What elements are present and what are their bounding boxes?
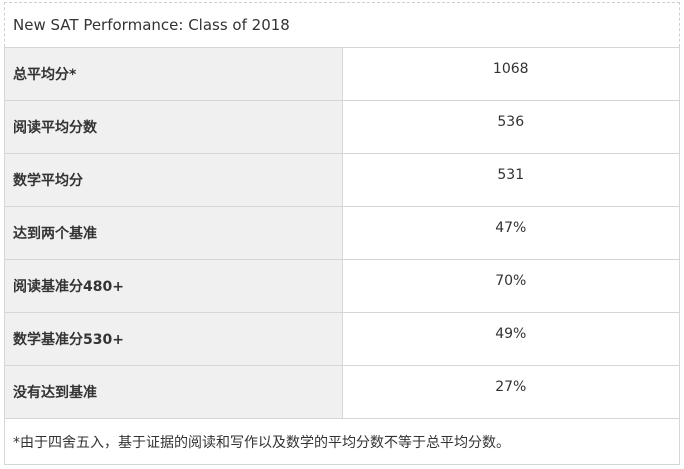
row-label: 总平均分*: [4, 47, 343, 101]
table-row-both-benchmarks: 达到两个基准 47%: [4, 206, 680, 260]
row-value: 27%: [341, 365, 680, 419]
table-row-math-benchmark: 数学基准分530+ 49%: [4, 312, 680, 366]
table-row-reading-benchmark: 阅读基准分480+ 70%: [4, 259, 680, 313]
row-value: 49%: [341, 312, 680, 366]
title-row: New SAT Performance: Class of 2018: [4, 2, 680, 48]
row-label: 达到两个基准: [4, 206, 343, 260]
row-value: 70%: [341, 259, 680, 313]
sat-performance-table: New SAT Performance: Class of 2018 总平均分*…: [4, 2, 680, 465]
row-label: 数学平均分: [4, 153, 343, 207]
row-value: 47%: [341, 206, 680, 260]
row-label: 阅读基准分480+: [4, 259, 343, 313]
row-label: 阅读平均分数: [4, 100, 343, 154]
footnote-row: *由于四舍五入，基于证据的阅读和写作以及数学的平均分数不等于总平均分数。: [4, 418, 680, 465]
table-footnote: *由于四舍五入，基于证据的阅读和写作以及数学的平均分数不等于总平均分数。: [4, 418, 680, 465]
row-label: 数学基准分530+: [4, 312, 343, 366]
row-value: 531: [341, 153, 680, 207]
table-row-total-average: 总平均分* 1068: [4, 47, 680, 101]
table-row-reading-average: 阅读平均分数 536: [4, 100, 680, 154]
table-row-no-benchmark: 没有达到基准 27%: [4, 365, 680, 419]
row-value: 1068: [341, 47, 680, 101]
row-value: 536: [341, 100, 680, 154]
row-label: 没有达到基准: [4, 365, 343, 419]
table-title: New SAT Performance: Class of 2018: [4, 2, 680, 48]
table-row-math-average: 数学平均分 531: [4, 153, 680, 207]
